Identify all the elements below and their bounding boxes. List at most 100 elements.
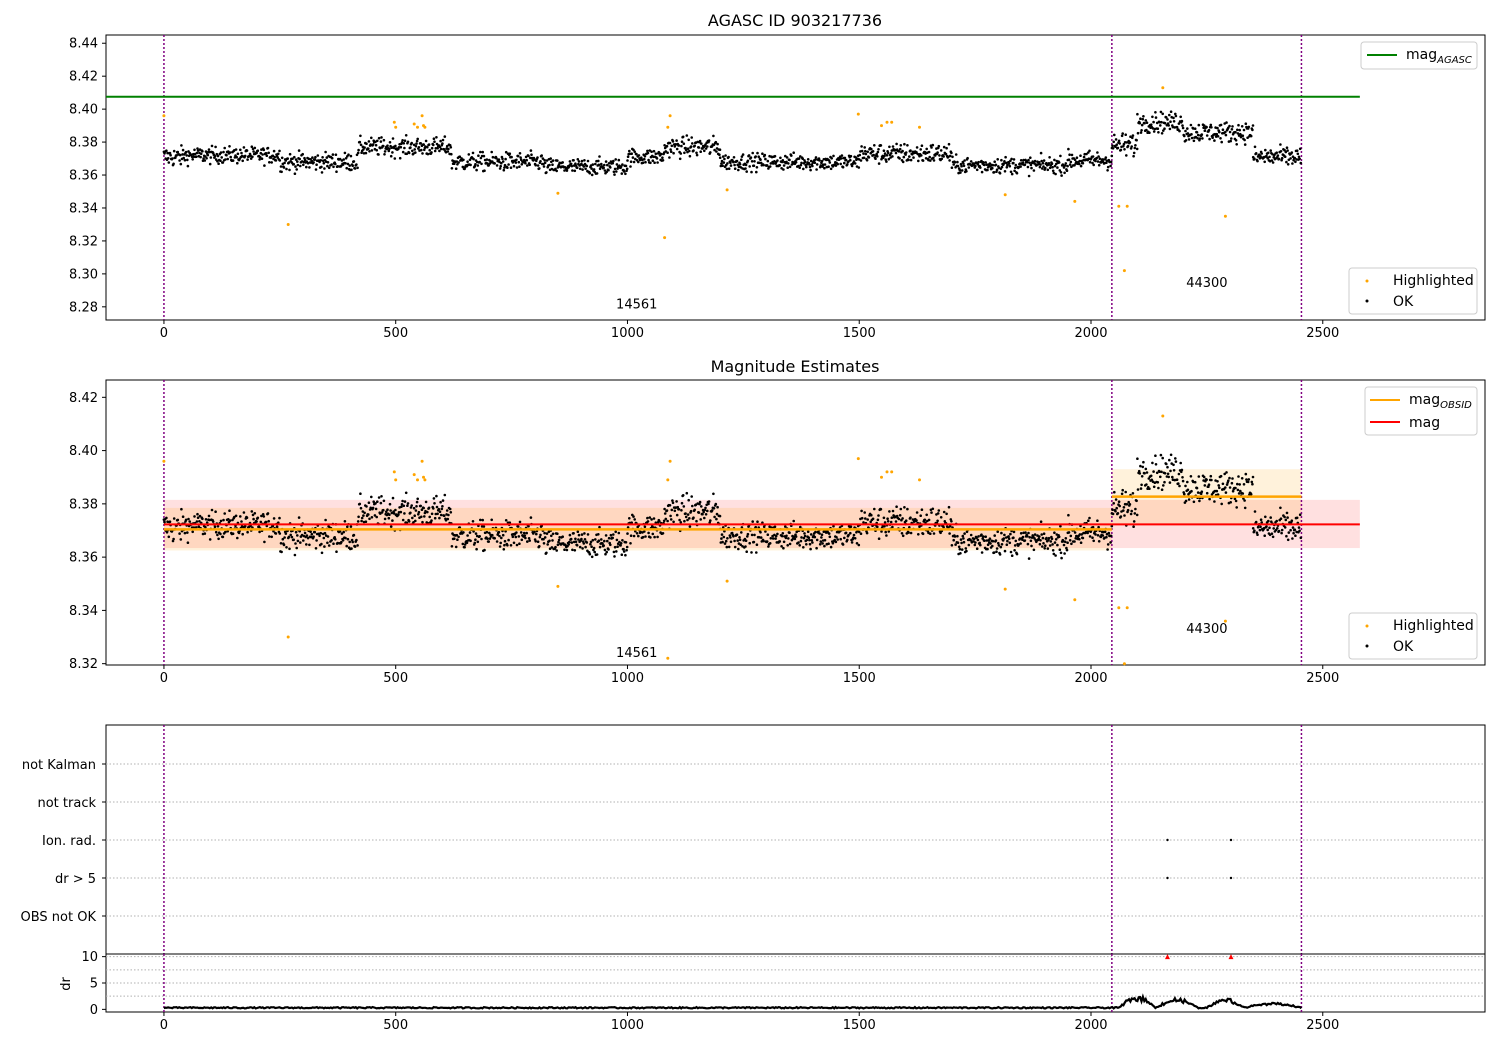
ok-point xyxy=(548,539,551,543)
ok-point xyxy=(1208,137,1211,141)
ok-point xyxy=(603,539,606,543)
ok-point xyxy=(1085,152,1088,156)
ok-point xyxy=(204,518,208,521)
ok-point xyxy=(939,516,943,519)
ok-point xyxy=(995,547,999,550)
ok-point xyxy=(1029,163,1033,167)
highlighted-point xyxy=(1122,662,1126,666)
ok-point xyxy=(678,157,682,161)
ok-point xyxy=(857,530,861,534)
ok-point xyxy=(473,541,477,545)
ok-point xyxy=(475,168,478,172)
ok-point xyxy=(753,533,756,537)
ok-point xyxy=(1184,484,1187,488)
ok-point xyxy=(361,510,365,513)
ok-point xyxy=(1167,124,1170,127)
ok-point xyxy=(478,535,482,538)
ok-point xyxy=(448,144,452,147)
legend-label-highlighted: Highlighted xyxy=(1393,273,1474,289)
ok-point xyxy=(324,518,327,522)
ok-point xyxy=(353,545,357,548)
ok-point xyxy=(392,512,396,515)
ok-point xyxy=(1224,486,1227,489)
ok-point xyxy=(756,151,759,155)
ok-point xyxy=(950,151,953,155)
ok-point xyxy=(654,152,658,155)
ok-point xyxy=(613,167,617,171)
ok-point xyxy=(611,161,614,165)
ok-point xyxy=(983,539,986,542)
ok-point xyxy=(345,544,349,548)
ok-point xyxy=(427,506,431,510)
ok-point xyxy=(962,540,966,544)
ok-point xyxy=(1197,123,1201,127)
highlighted-point xyxy=(1003,193,1007,197)
ok-point xyxy=(1105,535,1108,539)
ok-point xyxy=(619,165,623,168)
ok-point xyxy=(213,154,217,158)
ok-point xyxy=(841,165,845,169)
ok-point xyxy=(1217,484,1220,487)
ok-point xyxy=(625,548,628,552)
ok-point xyxy=(312,535,315,538)
ok-point xyxy=(735,159,739,163)
ok-point xyxy=(1266,528,1269,532)
ok-point xyxy=(1069,534,1073,538)
ok-point xyxy=(628,149,631,153)
ok-point xyxy=(977,160,980,164)
ok-point xyxy=(956,164,960,168)
ok-point xyxy=(506,544,509,547)
ok-point xyxy=(221,161,225,164)
ok-point xyxy=(1260,521,1263,524)
ok-point xyxy=(1026,160,1029,164)
ok-point xyxy=(569,537,573,541)
ok-point xyxy=(695,519,698,523)
ok-point xyxy=(710,509,714,512)
ok-point xyxy=(350,168,353,172)
ok-point xyxy=(844,158,848,162)
ok-point xyxy=(167,161,171,164)
ok-point xyxy=(865,531,869,535)
ok-point xyxy=(280,156,284,160)
ok-point xyxy=(358,140,362,144)
ok-point xyxy=(589,540,593,544)
ok-point xyxy=(785,160,788,164)
ok-point xyxy=(784,536,788,540)
ok-point xyxy=(555,549,558,552)
ok-point xyxy=(609,166,612,169)
ok-point xyxy=(240,520,243,523)
ok-point xyxy=(988,537,992,540)
ok-point xyxy=(1241,134,1245,137)
ok-point xyxy=(595,172,599,175)
ok-point xyxy=(1264,148,1267,152)
ok-point xyxy=(176,518,180,522)
ok-point xyxy=(863,511,866,514)
ok-point xyxy=(295,168,299,171)
ok-point xyxy=(1013,544,1017,547)
ok-point xyxy=(186,158,189,162)
ok-point xyxy=(750,160,754,163)
ok-point xyxy=(466,160,469,163)
ok-point xyxy=(815,546,818,550)
ok-point xyxy=(697,146,701,149)
ok-point xyxy=(942,510,946,514)
ok-point xyxy=(598,167,602,171)
ok-point xyxy=(1279,150,1283,153)
ok-point xyxy=(1166,118,1169,121)
ok-point xyxy=(453,162,456,165)
axes-frame-top xyxy=(105,34,1486,321)
ok-point xyxy=(1196,133,1200,137)
ok-point xyxy=(330,539,333,542)
ok-point xyxy=(647,531,650,535)
ok-point xyxy=(208,538,212,541)
ok-point xyxy=(433,502,436,505)
ok-point xyxy=(1216,493,1220,496)
ok-point xyxy=(869,520,872,524)
ok-point xyxy=(1259,518,1263,521)
ok-point xyxy=(504,519,508,522)
ok-point xyxy=(241,159,244,163)
x-tick-label: 500 xyxy=(383,671,408,686)
ok-point xyxy=(1109,534,1113,538)
ok-point xyxy=(518,152,522,155)
